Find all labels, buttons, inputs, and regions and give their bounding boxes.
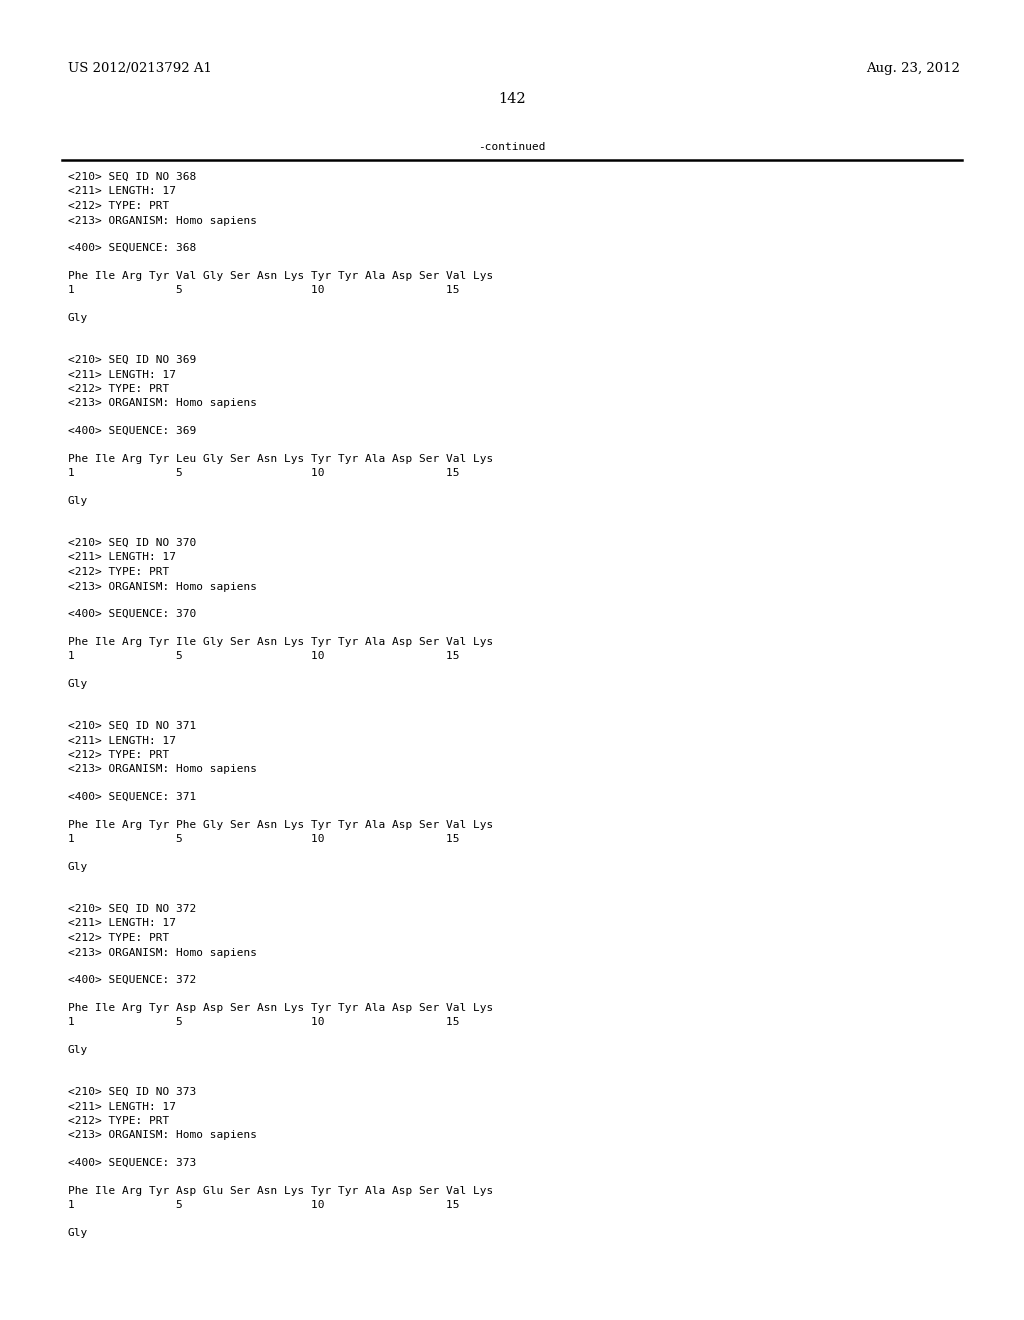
Text: <211> LENGTH: 17: <211> LENGTH: 17 <box>68 1101 176 1111</box>
Text: <400> SEQUENCE: 373: <400> SEQUENCE: 373 <box>68 1158 197 1168</box>
Text: Gly: Gly <box>68 1228 88 1238</box>
Text: Phe Ile Arg Tyr Phe Gly Ser Asn Lys Tyr Tyr Ala Asp Ser Val Lys: Phe Ile Arg Tyr Phe Gly Ser Asn Lys Tyr … <box>68 820 494 829</box>
Text: 1               5                   10                  15: 1 5 10 15 <box>68 469 460 478</box>
Text: <400> SEQUENCE: 369: <400> SEQUENCE: 369 <box>68 426 197 436</box>
Text: <210> SEQ ID NO 368: <210> SEQ ID NO 368 <box>68 172 197 182</box>
Text: <400> SEQUENCE: 372: <400> SEQUENCE: 372 <box>68 975 197 985</box>
Text: <210> SEQ ID NO 373: <210> SEQ ID NO 373 <box>68 1086 197 1097</box>
Text: Phe Ile Arg Tyr Ile Gly Ser Asn Lys Tyr Tyr Ala Asp Ser Val Lys: Phe Ile Arg Tyr Ile Gly Ser Asn Lys Tyr … <box>68 636 494 647</box>
Text: -continued: -continued <box>478 143 546 152</box>
Text: <211> LENGTH: 17: <211> LENGTH: 17 <box>68 553 176 562</box>
Text: <400> SEQUENCE: 368: <400> SEQUENCE: 368 <box>68 243 197 253</box>
Text: <213> ORGANISM: Homo sapiens: <213> ORGANISM: Homo sapiens <box>68 948 257 957</box>
Text: <213> ORGANISM: Homo sapiens: <213> ORGANISM: Homo sapiens <box>68 764 257 775</box>
Text: Phe Ile Arg Tyr Leu Gly Ser Asn Lys Tyr Tyr Ala Asp Ser Val Lys: Phe Ile Arg Tyr Leu Gly Ser Asn Lys Tyr … <box>68 454 494 463</box>
Text: <210> SEQ ID NO 371: <210> SEQ ID NO 371 <box>68 721 197 731</box>
Text: 142: 142 <box>499 92 525 106</box>
Text: <213> ORGANISM: Homo sapiens: <213> ORGANISM: Homo sapiens <box>68 399 257 408</box>
Text: Gly: Gly <box>68 862 88 871</box>
Text: <400> SEQUENCE: 370: <400> SEQUENCE: 370 <box>68 609 197 619</box>
Text: <212> TYPE: PRT: <212> TYPE: PRT <box>68 201 169 211</box>
Text: 1               5                   10                  15: 1 5 10 15 <box>68 651 460 661</box>
Text: 1               5                   10                  15: 1 5 10 15 <box>68 1200 460 1210</box>
Text: Gly: Gly <box>68 678 88 689</box>
Text: Gly: Gly <box>68 1044 88 1055</box>
Text: <210> SEQ ID NO 370: <210> SEQ ID NO 370 <box>68 539 197 548</box>
Text: <211> LENGTH: 17: <211> LENGTH: 17 <box>68 919 176 928</box>
Text: Phe Ile Arg Tyr Asp Glu Ser Asn Lys Tyr Tyr Ala Asp Ser Val Lys: Phe Ile Arg Tyr Asp Glu Ser Asn Lys Tyr … <box>68 1185 494 1196</box>
Text: <210> SEQ ID NO 369: <210> SEQ ID NO 369 <box>68 355 197 366</box>
Text: <211> LENGTH: 17: <211> LENGTH: 17 <box>68 186 176 197</box>
Text: US 2012/0213792 A1: US 2012/0213792 A1 <box>68 62 212 75</box>
Text: 1               5                   10                  15: 1 5 10 15 <box>68 285 460 296</box>
Text: <213> ORGANISM: Homo sapiens: <213> ORGANISM: Homo sapiens <box>68 1130 257 1140</box>
Text: 1               5                   10                  15: 1 5 10 15 <box>68 834 460 843</box>
Text: Phe Ile Arg Tyr Val Gly Ser Asn Lys Tyr Tyr Ala Asp Ser Val Lys: Phe Ile Arg Tyr Val Gly Ser Asn Lys Tyr … <box>68 271 494 281</box>
Text: <212> TYPE: PRT: <212> TYPE: PRT <box>68 568 169 577</box>
Text: <213> ORGANISM: Homo sapiens: <213> ORGANISM: Homo sapiens <box>68 582 257 591</box>
Text: Gly: Gly <box>68 313 88 322</box>
Text: 1               5                   10                  15: 1 5 10 15 <box>68 1018 460 1027</box>
Text: Gly: Gly <box>68 495 88 506</box>
Text: <213> ORGANISM: Homo sapiens: <213> ORGANISM: Homo sapiens <box>68 215 257 226</box>
Text: <210> SEQ ID NO 372: <210> SEQ ID NO 372 <box>68 904 197 913</box>
Text: <211> LENGTH: 17: <211> LENGTH: 17 <box>68 735 176 746</box>
Text: <212> TYPE: PRT: <212> TYPE: PRT <box>68 384 169 393</box>
Text: <212> TYPE: PRT: <212> TYPE: PRT <box>68 1115 169 1126</box>
Text: <212> TYPE: PRT: <212> TYPE: PRT <box>68 933 169 942</box>
Text: Phe Ile Arg Tyr Asp Asp Ser Asn Lys Tyr Tyr Ala Asp Ser Val Lys: Phe Ile Arg Tyr Asp Asp Ser Asn Lys Tyr … <box>68 1003 494 1012</box>
Text: Aug. 23, 2012: Aug. 23, 2012 <box>866 62 961 75</box>
Text: <400> SEQUENCE: 371: <400> SEQUENCE: 371 <box>68 792 197 803</box>
Text: <211> LENGTH: 17: <211> LENGTH: 17 <box>68 370 176 380</box>
Text: <212> TYPE: PRT: <212> TYPE: PRT <box>68 750 169 760</box>
